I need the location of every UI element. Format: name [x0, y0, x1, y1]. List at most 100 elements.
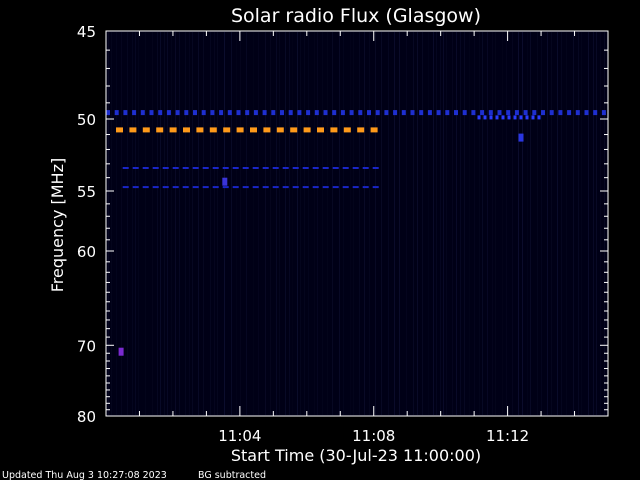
noise-stripe — [175, 32, 176, 415]
noise-stripe — [292, 32, 293, 415]
orange-band-segment — [357, 127, 365, 133]
blue-band-segment — [152, 167, 159, 169]
noise-stripe — [557, 32, 558, 415]
plot-background — [106, 31, 608, 416]
noise-stripe — [487, 32, 488, 415]
noise-stripe — [518, 32, 519, 415]
orange-band-segment — [343, 127, 351, 133]
y-tick-label: 50 — [77, 111, 96, 129]
noise-stripe — [185, 32, 186, 415]
blue-band-segment — [332, 167, 339, 169]
blue-dashed-band-segment — [349, 110, 354, 116]
blue-band-segment — [282, 167, 289, 169]
orange-band-segment — [223, 127, 231, 133]
orange-band-segment — [317, 127, 324, 133]
bg-subtracted-note: BG subtracted — [198, 470, 266, 480]
noise-stripe — [343, 32, 344, 415]
blue-band-segment — [192, 167, 199, 169]
noise-stripe — [240, 32, 241, 415]
blue-dashed-band-segment — [514, 110, 519, 116]
blue-band-segment — [312, 186, 319, 189]
emission-spots — [118, 133, 524, 356]
noise-stripe — [253, 32, 254, 415]
y-tick-label: 55 — [77, 183, 96, 201]
blue-dashed-band-segment — [219, 110, 224, 116]
noise-stripe — [443, 32, 444, 415]
bright-blue-band-segment — [531, 115, 535, 120]
blue-dashed-band-segment — [375, 110, 380, 116]
blue-dashed-band-segment — [549, 110, 554, 116]
bright-blue-band-segment — [513, 115, 517, 120]
x-axis-label: Start Time (30-Jul-23 11:00:00) — [231, 446, 481, 465]
plot-border — [105, 30, 609, 417]
noise-stripe — [276, 32, 277, 415]
blue-dashed-band-segment — [236, 110, 241, 116]
noise-stripe — [164, 32, 165, 415]
noise-stripe — [145, 32, 146, 415]
blue-dashed-band-segment — [175, 110, 180, 116]
blue-dashed-band-segment — [184, 110, 189, 116]
noise-stripe — [317, 32, 318, 415]
blue-band-segment — [252, 186, 259, 189]
emission-spot — [222, 177, 228, 186]
blue-band-segment — [372, 186, 379, 189]
noise-stripe — [581, 32, 582, 415]
blue-dashed-band-segment — [253, 110, 258, 116]
blue-dashed-band-segment — [306, 110, 311, 116]
blue-band-segment — [252, 167, 259, 169]
blue-band-segment — [222, 167, 229, 169]
chart-title: Solar radio Flux (Glasgow) — [231, 5, 481, 27]
blue-band-segment — [122, 186, 129, 189]
noise-stripe — [537, 32, 538, 415]
orange-band-segment — [276, 127, 284, 133]
noise-stripe — [108, 32, 109, 415]
y-tick-label: 70 — [77, 337, 96, 355]
blue-dashed-band-segment — [488, 110, 493, 116]
plot-frame — [105, 30, 609, 417]
orange-band-segment — [330, 127, 338, 133]
noise-stripe — [270, 32, 271, 415]
blue-band-segment — [322, 186, 329, 189]
bright-blue-band-segment — [507, 115, 511, 120]
noise-stripe — [308, 32, 309, 415]
blue-dashed-band-segment — [454, 110, 458, 116]
noise-stripe — [506, 32, 507, 415]
noise-stripe — [436, 32, 437, 415]
blue-dashed-band-segment — [262, 110, 267, 116]
blue-band-segment — [172, 167, 179, 169]
noise-stripe — [350, 32, 351, 415]
blue-band-segment — [182, 186, 189, 189]
orange-band-segment — [156, 127, 164, 133]
noise-stripe — [452, 32, 453, 415]
noise-stripe — [460, 32, 461, 415]
orange-band-segment — [169, 127, 177, 133]
blue-dashed-band-segment — [506, 110, 511, 116]
blue-dashed-band-segment — [158, 110, 163, 116]
noise-stripe — [375, 32, 376, 415]
orange-band-segment — [116, 127, 123, 133]
blue-band-segment — [162, 186, 169, 189]
blue-band-segment — [312, 167, 319, 169]
blue-band-segment — [192, 186, 199, 189]
noise-stripe — [422, 32, 423, 415]
updated-timestamp: Updated Thu Aug 3 10:27:08 2023 — [2, 470, 167, 480]
blue-band-segment — [132, 186, 139, 189]
noise-stripe — [214, 32, 215, 415]
y-tick-label: 45 — [77, 23, 96, 41]
blue-dashed-band-segment — [601, 110, 606, 116]
noise-stripe — [210, 32, 211, 415]
y-axis-ticks: 45 50 55 60 70 80 — [77, 23, 608, 426]
blue-band-segment — [352, 167, 359, 169]
blue-dashed-band-segment — [332, 110, 337, 116]
noise-stripe — [339, 32, 340, 415]
orange-band-segment — [183, 127, 190, 133]
noise-stripe — [236, 32, 237, 415]
bright-blue-band-segment — [489, 115, 493, 120]
blue-dashed-band-segment — [323, 110, 328, 116]
x-axis-ticks: 11:04 11:08 11:12 — [138, 31, 576, 445]
bright-blue-band-segment — [519, 115, 523, 120]
blue-band-segment — [322, 167, 329, 169]
blue-band-segment — [182, 167, 189, 169]
blue-band-segment — [222, 186, 229, 189]
